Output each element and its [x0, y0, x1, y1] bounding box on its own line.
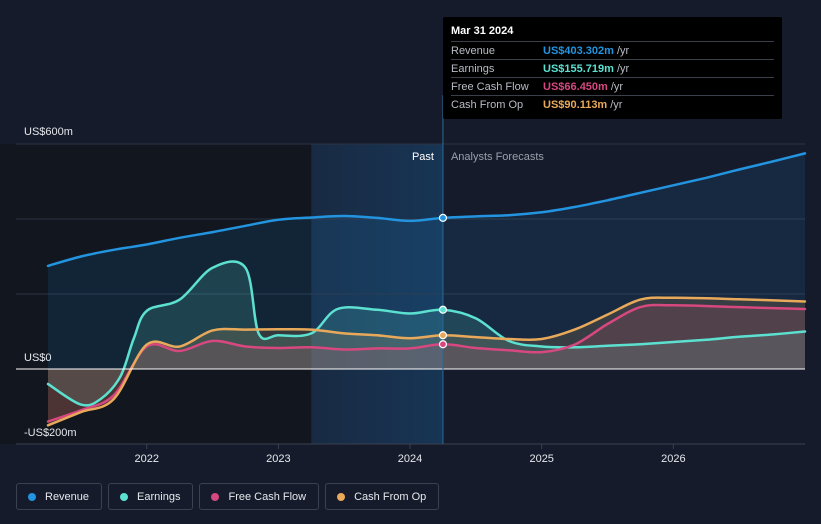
legend-item-revenue[interactable]: Revenue: [16, 483, 103, 510]
forecast-label: Analysts Forecasts: [451, 151, 544, 163]
legend-item-earnings[interactable]: Earnings: [108, 483, 194, 510]
chart-legend: Revenue Earnings Free Cash Flow Cash Fro…: [16, 483, 440, 510]
x-axis-ticks: 2022 2023 2024 2025 2026: [134, 444, 686, 465]
legend-dot-icon: [211, 492, 220, 501]
legend-label: Free Cash Flow: [228, 490, 307, 503]
tooltip-label: Free Cash Flow: [451, 80, 529, 93]
line-cash-from-op: [46, 296, 807, 427]
tooltip-value: US$90.113m: [543, 98, 608, 111]
marker-earnings: [438, 305, 448, 314]
past-label: Past: [412, 151, 434, 163]
tooltip-value: US$66.450m: [543, 80, 608, 93]
area-revenue: [48, 153, 805, 369]
x-tick-label: 2024: [398, 453, 422, 465]
line-free-cash-flow: [46, 303, 807, 423]
x-tick-label: 2026: [661, 453, 685, 465]
tooltip-unit: /yr: [616, 62, 630, 75]
y-axis-top-label: US$600m: [24, 126, 73, 138]
tooltip-row-revenue: Revenue US$403.302m /yr: [451, 41, 774, 59]
tooltip-row-earnings: Earnings US$155.719m /yr: [451, 59, 774, 77]
tooltip-value: US$403.302m: [543, 44, 614, 57]
tooltip-date: Mar 31 2024: [451, 25, 514, 37]
tooltip-value: US$155.719m: [543, 62, 614, 75]
legend-label: Revenue: [45, 490, 90, 503]
tooltip-row-cash-from-op: Cash From Op US$90.113m /yr: [451, 95, 774, 113]
marker-cash-from-op: [438, 331, 448, 340]
y-axis-bottom-label: -US$200m: [24, 427, 77, 439]
legend-dot-icon: [28, 492, 36, 501]
hover-markers: [438, 213, 448, 349]
x-tick-label: 2023: [266, 453, 290, 465]
line-earnings: [46, 260, 807, 407]
legend-dot-icon: [337, 492, 346, 501]
marker-revenue: [438, 213, 448, 222]
legend-item-cash-from-op[interactable]: Cash From Op: [325, 483, 440, 510]
legend-label: Cash From Op: [354, 490, 427, 503]
tooltip-row-free-cash-flow: Free Cash Flow US$66.450m /yr: [451, 77, 774, 95]
line-revenue: [46, 152, 807, 268]
tooltip-label: Revenue: [451, 44, 496, 57]
marker-free-cash-flow: [438, 340, 448, 349]
area-earnings: [48, 261, 805, 406]
area-free-cash-flow: [48, 305, 805, 422]
hover-tooltip: Mar 31 2024 Revenue US$403.302m /yr Earn…: [443, 17, 782, 119]
tooltip-label: Cash From Op: [451, 98, 524, 111]
x-tick-label: 2022: [134, 453, 158, 465]
series-lines: [16, 152, 807, 427]
y-axis-zero-label: US$0: [24, 352, 52, 364]
legend-dot-icon: [120, 492, 129, 501]
tooltip-unit: /yr: [616, 44, 630, 57]
tooltip-label: Earnings: [451, 62, 495, 75]
x-tick-label: 2025: [529, 453, 553, 465]
tooltip-unit: /yr: [610, 80, 624, 93]
legend-label: Earnings: [137, 490, 181, 503]
tooltip-unit: /yr: [610, 98, 623, 111]
legend-item-free-cash-flow[interactable]: Free Cash Flow: [199, 483, 320, 510]
